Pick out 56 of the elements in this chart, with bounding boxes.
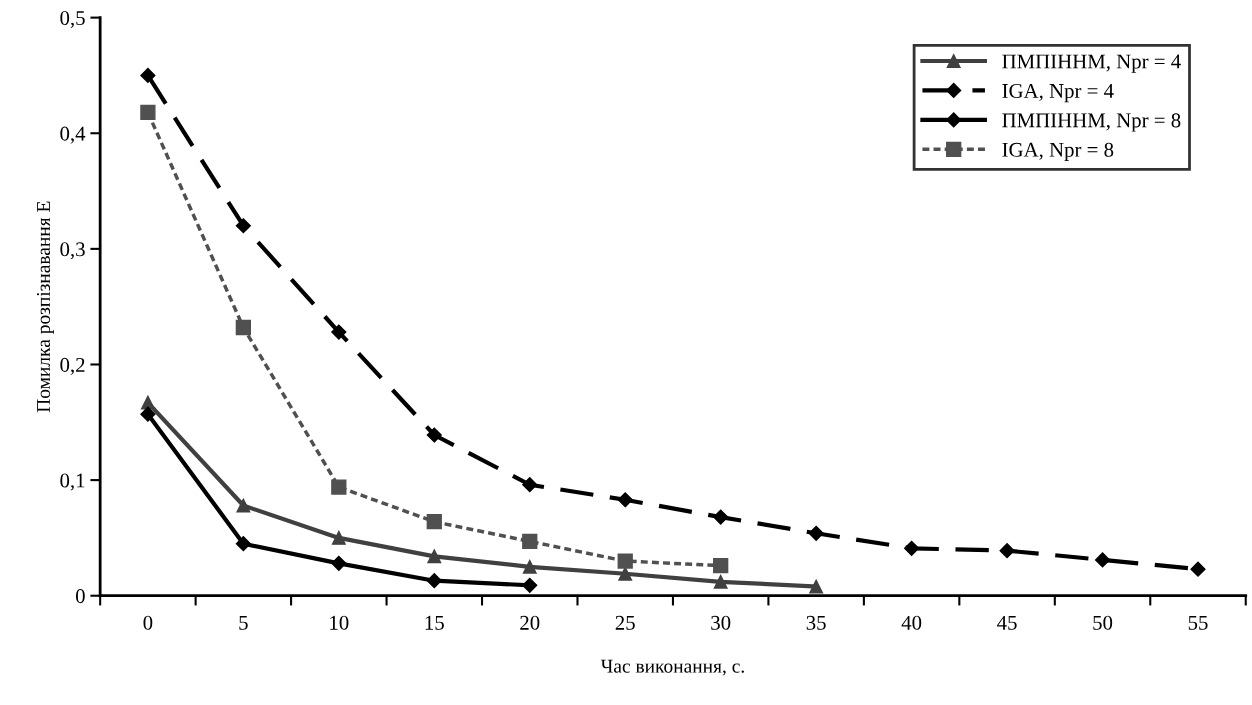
point: [808, 525, 824, 541]
x-tick-label: 50: [1093, 615, 1113, 630]
y-tick-label: 0,3: [60, 242, 85, 260]
x-tick-label: 35: [806, 615, 826, 630]
point: [331, 324, 347, 340]
point: [1190, 561, 1206, 577]
x-tick-label: 30: [711, 615, 731, 630]
point: [140, 406, 156, 422]
x-tick-label: 55: [1188, 615, 1208, 630]
x-tick-label: 10: [330, 615, 349, 630]
point: [522, 533, 538, 550]
point: [235, 536, 251, 552]
point: [617, 492, 633, 508]
x-tick-label: 5: [239, 615, 248, 630]
point: [236, 498, 251, 513]
point: [522, 559, 537, 574]
point: [331, 530, 346, 545]
point: [331, 479, 347, 495]
point: [618, 566, 633, 581]
point: [1094, 552, 1111, 568]
point: [331, 555, 347, 571]
x-tick-label: 15: [425, 615, 444, 630]
legend-label: ПМПІННМ, Npr = 8: [1002, 113, 1181, 132]
y-tick-label: 0,2: [60, 357, 85, 375]
point: [427, 549, 442, 564]
point: [426, 514, 442, 530]
legend-label: IGA, Npr = 4: [1002, 83, 1114, 103]
x-tick-label: 45: [997, 615, 1017, 630]
point: [522, 577, 538, 593]
point: [617, 553, 633, 569]
y-tick-label: 0,4: [60, 126, 86, 144]
y-tick-label: 0: [75, 589, 85, 604]
point: [809, 579, 824, 594]
legend-label: IGA, Npr = 8: [1002, 142, 1114, 162]
point: [904, 540, 920, 556]
point: [713, 574, 728, 589]
point: [235, 218, 251, 234]
x-axis-title: Час виконання, с.: [600, 659, 744, 676]
y-tick-label: 0,1: [60, 473, 85, 491]
point: [140, 104, 156, 121]
point: [140, 67, 156, 84]
x-tick-label: 40: [901, 615, 922, 630]
point: [999, 543, 1015, 559]
point: [140, 395, 155, 410]
point: [426, 573, 442, 589]
point: [713, 558, 729, 574]
y-axis-title: Помилка розпізнавання E: [36, 201, 54, 413]
point: [522, 477, 538, 493]
point: [713, 509, 729, 525]
point: [426, 427, 442, 443]
legend-label: ПМПІННМ, Npr = 4: [1002, 54, 1181, 73]
point: [235, 319, 251, 336]
y-tick-label: 0,5: [60, 11, 85, 29]
x-tick-label: 0: [143, 615, 153, 630]
x-tick-label: 25: [615, 615, 635, 630]
x-tick-label: 20: [520, 615, 540, 630]
